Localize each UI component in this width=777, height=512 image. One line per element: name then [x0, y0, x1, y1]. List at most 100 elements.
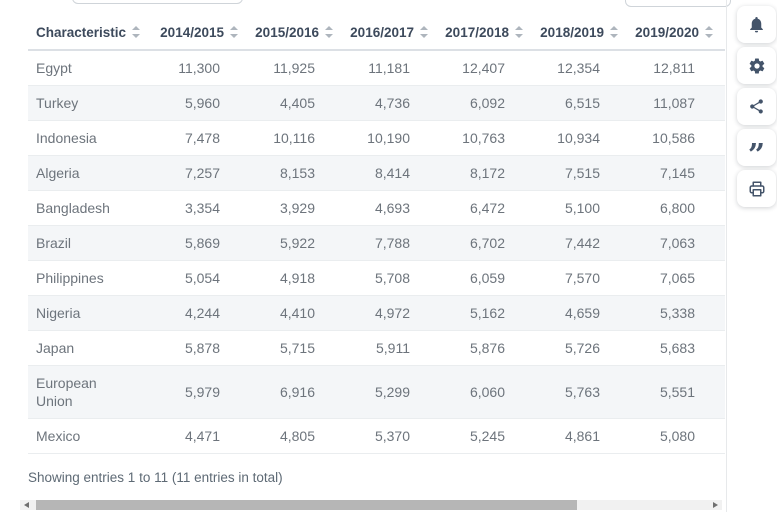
row-characteristic-label: Philippines — [36, 270, 104, 286]
share-icon — [748, 98, 765, 115]
cell-value: 3,354 — [184, 200, 220, 216]
cell-value: 6,092 — [469, 95, 505, 111]
sort-carets-icon[interactable] — [229, 26, 238, 38]
print-button[interactable] — [737, 170, 776, 207]
cell-value: 10,934 — [557, 130, 600, 146]
column-header-label: 2016/2017 — [350, 25, 414, 40]
cell-value: 5,922 — [279, 235, 315, 251]
cell-value: 7,515 — [564, 165, 600, 181]
entries-summary: Showing entries 1 to 11 (11 entries in t… — [28, 470, 283, 485]
row-characteristic: Bangladesh — [28, 191, 155, 226]
column-header-characteristic[interactable]: Characteristic — [28, 16, 155, 51]
cell-value: 10,586 — [652, 130, 695, 146]
scroll-left-arrow-icon[interactable] — [24, 502, 29, 508]
sort-carets-icon[interactable] — [419, 26, 428, 38]
column-header-2014-2015[interactable]: 2014/2015 — [155, 16, 250, 51]
cell-value: 4,972 — [374, 305, 410, 321]
cell-value: 7,478 — [184, 130, 220, 146]
content-divider — [726, 0, 727, 512]
cell-value: 7,442 — [564, 235, 600, 251]
cell-value: 5,245 — [469, 428, 505, 444]
table-row: Indonesia 7,478 10,116 10,190 10,763 10,934 10… — [28, 120, 725, 156]
column-header-label: Characteristic — [36, 25, 127, 40]
cell-value: 4,693 — [374, 200, 410, 216]
cell-value: 12,811 — [653, 60, 695, 76]
share-button[interactable] — [737, 88, 776, 125]
row-characteristic-label: Turkey — [36, 95, 79, 111]
cell-value: 5,683 — [659, 340, 695, 356]
cell-value: 11,181 — [368, 60, 410, 76]
cell-value: 4,805 — [279, 428, 315, 444]
cell-value: 6,060 — [469, 384, 505, 400]
table-row: Philippines 5,054 4,918 5,708 6,059 7,570 7,06… — [28, 260, 725, 296]
cell-value: 5,763 — [564, 384, 600, 400]
column-header-label: 2019/2020 — [635, 25, 699, 40]
row-characteristic-label: Brazil — [36, 235, 72, 251]
bell-icon — [747, 15, 766, 34]
cell-value: 12,354 — [557, 60, 600, 76]
cell-value: 5,960 — [184, 95, 220, 111]
cell-value: 11,087 — [653, 95, 695, 111]
cell-value: 10,190 — [367, 130, 410, 146]
cell-value: 5,299 — [374, 384, 410, 400]
cell-value: 4,861 — [564, 428, 600, 444]
column-header-2017-2018[interactable]: 2017/2018 — [440, 16, 535, 51]
cell-value: 6,800 — [659, 200, 695, 216]
row-characteristic-label: Algeria — [36, 165, 80, 181]
cell-value: 7,570 — [564, 270, 600, 286]
row-characteristic: European Union — [28, 366, 155, 419]
table-row: Turkey 5,960 4,405 4,736 6,092 6,515 11,087 — [28, 85, 725, 121]
column-header-label: 2018/2019 — [540, 25, 604, 40]
sort-carets-icon[interactable] — [131, 26, 141, 38]
cell-value: 5,080 — [659, 428, 695, 444]
sort-carets-icon[interactable] — [704, 26, 713, 38]
data-table: Characteristic 2014/2015 2015/2016 2016/201… — [28, 16, 725, 454]
cell-value: 4,918 — [279, 270, 315, 286]
row-characteristic: Japan — [28, 331, 155, 366]
row-characteristic: Mexico — [28, 419, 155, 454]
table-row: Mexico 4,471 4,805 5,370 5,245 4,861 5,080 — [28, 418, 725, 454]
cell-value: 10,763 — [462, 130, 505, 146]
column-header-2019-2020[interactable]: 2019/2020 — [630, 16, 725, 51]
row-characteristic: Egypt — [28, 50, 155, 86]
horizontal-scrollbar[interactable] — [20, 500, 722, 510]
sort-carets-icon[interactable] — [324, 26, 333, 38]
cell-value: 5,715 — [279, 340, 315, 356]
sort-carets-icon[interactable] — [514, 26, 523, 38]
cell-value: 5,100 — [564, 200, 600, 216]
settings-button[interactable] — [737, 47, 776, 84]
scroll-right-arrow-icon[interactable] — [713, 502, 718, 508]
table-row: European Union 5,979 6,916 5,299 6,060 5,763 5… — [28, 365, 725, 419]
cell-value: 5,708 — [374, 270, 410, 286]
row-characteristic: Philippines — [28, 261, 155, 296]
column-header-2015-2016[interactable]: 2015/2016 — [250, 16, 345, 51]
cell-value: 5,876 — [469, 340, 505, 356]
cite-button[interactable]: ” — [737, 129, 776, 170]
filter-input[interactable] — [72, 0, 243, 4]
scrollbar-thumb[interactable] — [36, 500, 577, 510]
cell-value: 5,726 — [564, 340, 600, 356]
cell-value: 7,065 — [659, 270, 695, 286]
cell-value: 8,414 — [374, 165, 410, 181]
row-characteristic: Nigeria — [28, 296, 155, 331]
column-header-2016-2017[interactable]: 2016/2017 — [345, 16, 440, 51]
cell-value: 4,244 — [184, 305, 220, 321]
notifications-button[interactable] — [737, 6, 776, 43]
cell-value: 12,407 — [462, 60, 505, 76]
cell-value: 6,916 — [279, 384, 315, 400]
cell-value: 3,929 — [279, 200, 315, 216]
table-row: Bangladesh 3,354 3,929 4,693 6,472 5,100 6,800 — [28, 190, 725, 226]
table-row: Brazil 5,869 5,922 7,788 6,702 7,442 7,063 — [28, 225, 725, 261]
cell-value: 5,869 — [184, 235, 220, 251]
cell-value: 5,878 — [184, 340, 220, 356]
cell-value: 7,257 — [184, 165, 220, 181]
table-row: Nigeria 4,244 4,410 4,972 5,162 4,659 5,338 — [28, 295, 725, 331]
cell-value: 4,659 — [564, 305, 600, 321]
cell-value: 5,162 — [469, 305, 505, 321]
cell-value: 5,370 — [374, 428, 410, 444]
sort-carets-icon[interactable] — [609, 26, 618, 38]
column-header-2018-2019[interactable]: 2018/2019 — [535, 16, 630, 51]
row-characteristic: Turkey — [28, 86, 155, 121]
search-input[interactable] — [625, 0, 731, 7]
